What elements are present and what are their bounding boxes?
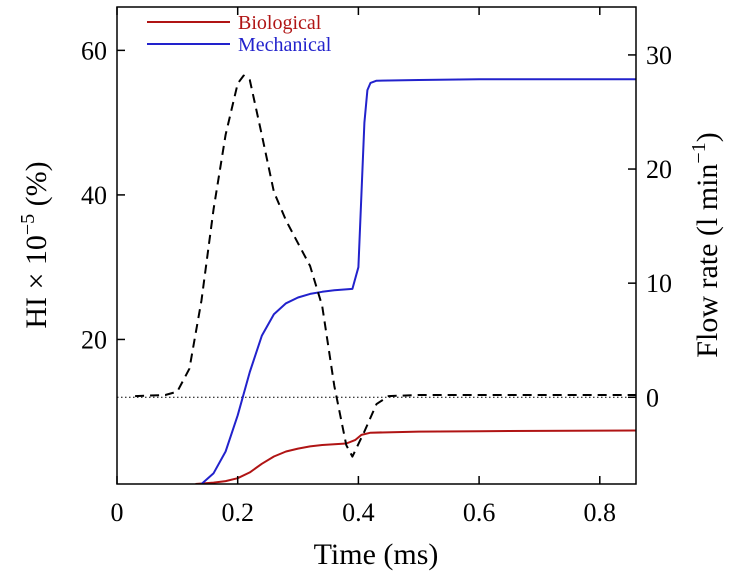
y-left-axis-title-main: HI × 10 <box>20 235 53 329</box>
y-left-axis-title-exponent: −5 <box>17 214 39 235</box>
tick-labels-layer: 0 0.2 0.4 0.6 0.8 20 40 60 0 10 20 30 <box>81 36 672 527</box>
legend-label-biological: Biological <box>238 12 322 34</box>
y-left-tick-label: 40 <box>81 181 107 210</box>
x-tick-label: 0 <box>111 498 124 527</box>
series-line-biological <box>195 429 636 484</box>
y-left-tick-label: 20 <box>81 325 107 354</box>
series-line-mechanical <box>200 78 636 484</box>
y-right-axis-title-exponent: −1 <box>688 142 710 163</box>
y-right-tick-label: 10 <box>646 269 672 298</box>
x-tick-label: 0.4 <box>342 498 375 527</box>
y-right-axis-title: Flow rate (l min−1) <box>688 132 724 357</box>
legend-label-mechanical: Mechanical <box>238 34 332 56</box>
series-layer <box>135 74 636 484</box>
ticks-layer <box>116 7 636 484</box>
x-axis-title: Time (ms) <box>314 538 439 571</box>
series-line-flow-rate <box>135 74 636 458</box>
x-tick-label: 0.8 <box>584 498 617 527</box>
x-tick-label: 0.6 <box>463 498 496 527</box>
y-right-tick-label: 30 <box>646 41 672 70</box>
y-right-axis-title-close: ) <box>691 132 724 142</box>
y-right-axis-title-main: Flow rate (l min <box>691 164 724 358</box>
legend: Biological Mechanical <box>147 12 332 56</box>
y-right-tick-label: 20 <box>646 155 672 184</box>
y-left-axis-title: HI × 10−5 (%) <box>17 161 53 328</box>
y-right-tick-label: 0 <box>646 383 659 412</box>
x-tick-label: 0.2 <box>221 498 254 527</box>
y-left-tick-label: 60 <box>81 36 107 65</box>
plot-frame <box>116 6 637 485</box>
y-left-axis-title-unit: (%) <box>20 161 53 213</box>
